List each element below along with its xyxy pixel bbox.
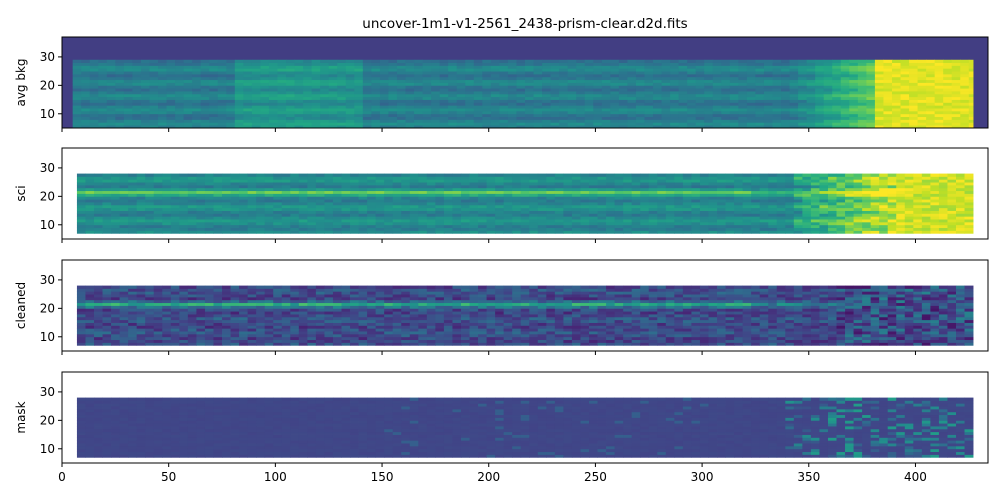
x-tick-label: 350 [797, 470, 820, 484]
panel-background: 10 20 30 avg bkg [14, 36, 989, 132]
x-tick-label: 300 [691, 470, 714, 484]
axes-frame [61, 36, 989, 129]
panel-mask: 10 20 30 mask [14, 371, 989, 467]
y-axis-label: cleaned [14, 282, 28, 329]
y-tick-label: 10 [40, 442, 55, 456]
x-tick-label: 400 [904, 470, 927, 484]
y-tick-label: 20 [40, 413, 55, 427]
heatmap-image [62, 37, 988, 128]
y-tick-label: 10 [40, 218, 55, 232]
y-tick-label: 30 [40, 273, 55, 287]
panel-science: 10 20 30 sci [14, 147, 989, 243]
y-tick-label: 20 [40, 189, 55, 203]
x-tick-label: 200 [477, 470, 500, 484]
y-tick-label: 20 [40, 78, 55, 92]
y-tick-label: 20 [40, 301, 55, 315]
axes-frame [61, 147, 989, 240]
axes-frame [61, 371, 989, 464]
x-tick-label: 250 [584, 470, 607, 484]
y-axis-label: mask [14, 401, 28, 433]
y-tick-label: 10 [40, 107, 55, 121]
chart-title: uncover-1m1-v1-2561_2438-prism-clear.d2d… [362, 16, 687, 32]
x-tick-label: 0 [58, 470, 66, 484]
y-axis-label: avg bkg [14, 58, 28, 106]
axes-frame [61, 259, 989, 352]
heatmap-image [62, 372, 988, 463]
panel-cleaned: 10 20 30 cleaned [14, 259, 989, 355]
y-tick-label: 30 [40, 50, 55, 64]
x-tick-label: 150 [371, 470, 394, 484]
heatmap-image [62, 260, 988, 351]
y-tick-label: 30 [40, 385, 55, 399]
x-tick-label: 100 [264, 470, 287, 484]
y-tick-label: 30 [40, 161, 55, 175]
heatmap-image [62, 148, 988, 239]
y-axis-label: sci [14, 185, 28, 201]
y-tick-label: 10 [40, 330, 55, 344]
x-tick-label: 50 [161, 470, 176, 484]
